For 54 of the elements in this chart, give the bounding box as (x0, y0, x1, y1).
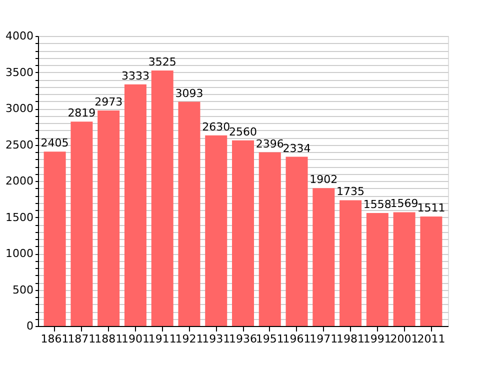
y-tick-label: 3500 (6, 66, 34, 79)
bar (124, 84, 146, 326)
y-tick-label: 4000 (6, 30, 34, 42)
bar (70, 122, 93, 326)
data-label: 3333 (121, 69, 150, 82)
y-tick-label: 3000 (6, 102, 34, 115)
data-label: 1735 (336, 185, 365, 198)
data-label: 2405 (40, 136, 69, 150)
data-label: 2973 (94, 95, 123, 108)
x-tick-label: 2001 (390, 332, 418, 346)
bar (393, 212, 416, 326)
bar (232, 140, 254, 326)
y-tick-label: 2000 (6, 174, 34, 188)
x-tick-label: 1971 (310, 332, 338, 346)
y-tick-label: 2500 (6, 138, 34, 152)
x-tick-label: 1931 (202, 332, 230, 346)
x-tick-label: 1921 (175, 332, 204, 346)
x-tick-label: 1901 (121, 332, 150, 346)
bar (178, 102, 200, 326)
x-tick-label: 1871 (68, 332, 96, 346)
x-tick-label: 1991 (363, 332, 392, 346)
x-tick-label: 1881 (94, 332, 123, 346)
y-tick-label: 500 (12, 283, 34, 296)
data-label: 3525 (148, 55, 176, 68)
data-label: 2630 (202, 120, 230, 134)
x-tick-label: 1951 (256, 332, 284, 346)
x-tick-label: 1981 (336, 332, 365, 346)
data-label: 2819 (68, 106, 96, 120)
data-label: 1558 (363, 198, 392, 212)
x-tick-label: 1911 (148, 332, 176, 346)
data-label: 1569 (390, 197, 418, 210)
bar (366, 213, 388, 326)
x-tick-label: 1936 (229, 332, 257, 346)
bar (340, 200, 362, 326)
data-label: 1511 (417, 201, 446, 214)
bar (151, 70, 174, 326)
bar (205, 135, 228, 326)
y-tick-label: 1000 (6, 247, 34, 260)
x-tick-label: 1961 (282, 332, 311, 346)
data-label: 2396 (256, 137, 284, 150)
y-tick-label: 0 (26, 320, 34, 332)
data-label: 2334 (282, 142, 311, 155)
bar (312, 188, 335, 326)
bar (98, 110, 120, 326)
x-tick-label: 1861 (40, 332, 69, 346)
x-tick-label: 2011 (417, 332, 446, 346)
bar (420, 216, 442, 326)
data-label: 3093 (175, 86, 204, 100)
bar (286, 156, 308, 326)
data-label: 1902 (310, 173, 338, 186)
bar (258, 152, 281, 326)
data-label: 2560 (229, 125, 257, 138)
y-tick-label: 1500 (6, 210, 34, 224)
bar (44, 152, 66, 326)
